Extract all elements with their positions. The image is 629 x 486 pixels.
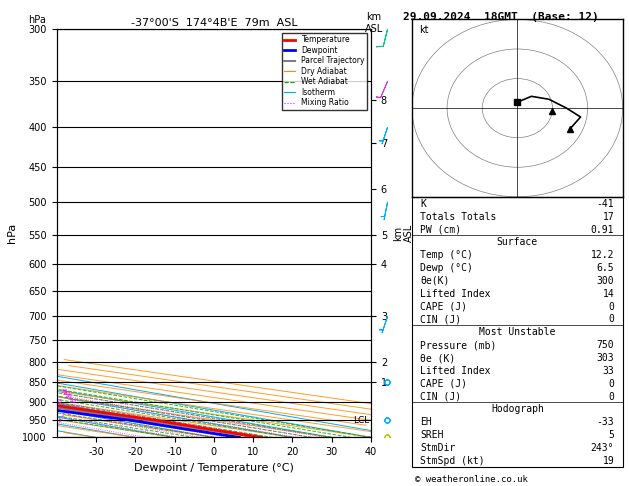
Text: Lifted Index: Lifted Index [420, 289, 491, 299]
Text: kt: kt [419, 25, 428, 35]
Text: 19: 19 [603, 456, 615, 466]
Text: 17: 17 [603, 212, 615, 222]
Text: StmSpd (kt): StmSpd (kt) [420, 456, 485, 466]
Text: 5: 5 [608, 430, 615, 440]
Text: 6.5: 6.5 [597, 263, 615, 273]
Text: PW (cm): PW (cm) [420, 225, 462, 235]
Text: -41: -41 [597, 199, 615, 209]
Text: Pressure (mb): Pressure (mb) [420, 340, 497, 350]
Text: 300: 300 [597, 276, 615, 286]
Text: 29.09.2024  18GMT  (Base: 12): 29.09.2024 18GMT (Base: 12) [403, 12, 598, 22]
Text: 16: 16 [65, 394, 72, 399]
Text: Surface: Surface [497, 238, 538, 247]
Text: θe (K): θe (K) [420, 353, 455, 363]
Text: © weatheronline.co.uk: © weatheronline.co.uk [415, 474, 528, 484]
Text: Totals Totals: Totals Totals [420, 212, 497, 222]
Text: CIN (J): CIN (J) [420, 392, 462, 401]
Text: 0: 0 [608, 314, 615, 325]
Text: CAPE (J): CAPE (J) [420, 302, 467, 312]
Text: CAPE (J): CAPE (J) [420, 379, 467, 389]
Text: Hodograph: Hodograph [491, 404, 544, 415]
Text: EH: EH [420, 417, 432, 427]
Text: CIN (J): CIN (J) [420, 314, 462, 325]
Y-axis label: hPa: hPa [7, 223, 17, 243]
Text: SREH: SREH [420, 430, 444, 440]
Legend: Temperature, Dewpoint, Parcel Trajectory, Dry Adiabat, Wet Adiabat, Isotherm, Mi: Temperature, Dewpoint, Parcel Trajectory… [282, 33, 367, 110]
Y-axis label: km
ASL: km ASL [392, 224, 415, 243]
Text: 25: 25 [60, 389, 68, 394]
Text: 750: 750 [597, 340, 615, 350]
Text: km
ASL: km ASL [364, 12, 383, 34]
Text: 20: 20 [62, 391, 70, 397]
Text: LCL: LCL [353, 416, 369, 424]
Text: 14: 14 [603, 289, 615, 299]
Text: 10: 10 [69, 399, 76, 404]
Text: 0.91: 0.91 [591, 225, 615, 235]
Text: 0: 0 [608, 392, 615, 401]
X-axis label: Dewpoint / Temperature (°C): Dewpoint / Temperature (°C) [134, 463, 294, 473]
Text: 1: 1 [57, 417, 61, 423]
Title: -37°00'S  174°4B'E  79m  ASL: -37°00'S 174°4B'E 79m ASL [131, 18, 297, 28]
Text: 8: 8 [57, 399, 61, 404]
Text: 5: 5 [62, 405, 66, 410]
Text: 243°: 243° [591, 443, 615, 453]
Text: 0: 0 [608, 302, 615, 312]
Text: Most Unstable: Most Unstable [479, 328, 555, 337]
Text: 2: 2 [60, 413, 64, 417]
Text: 3: 3 [66, 410, 70, 415]
Text: 6: 6 [57, 402, 60, 407]
Text: θe(K): θe(K) [420, 276, 450, 286]
Text: 12.2: 12.2 [591, 250, 615, 260]
Text: 303: 303 [597, 353, 615, 363]
Text: hPa: hPa [28, 15, 46, 25]
Text: Dewp (°C): Dewp (°C) [420, 263, 473, 273]
Text: Lifted Index: Lifted Index [420, 366, 491, 376]
Text: Temp (°C): Temp (°C) [420, 250, 473, 260]
Text: 4: 4 [65, 407, 70, 412]
Text: K: K [420, 199, 426, 209]
Text: 0: 0 [608, 379, 615, 389]
Text: StmDir: StmDir [420, 443, 455, 453]
Text: 33: 33 [603, 366, 615, 376]
Text: -33: -33 [597, 417, 615, 427]
